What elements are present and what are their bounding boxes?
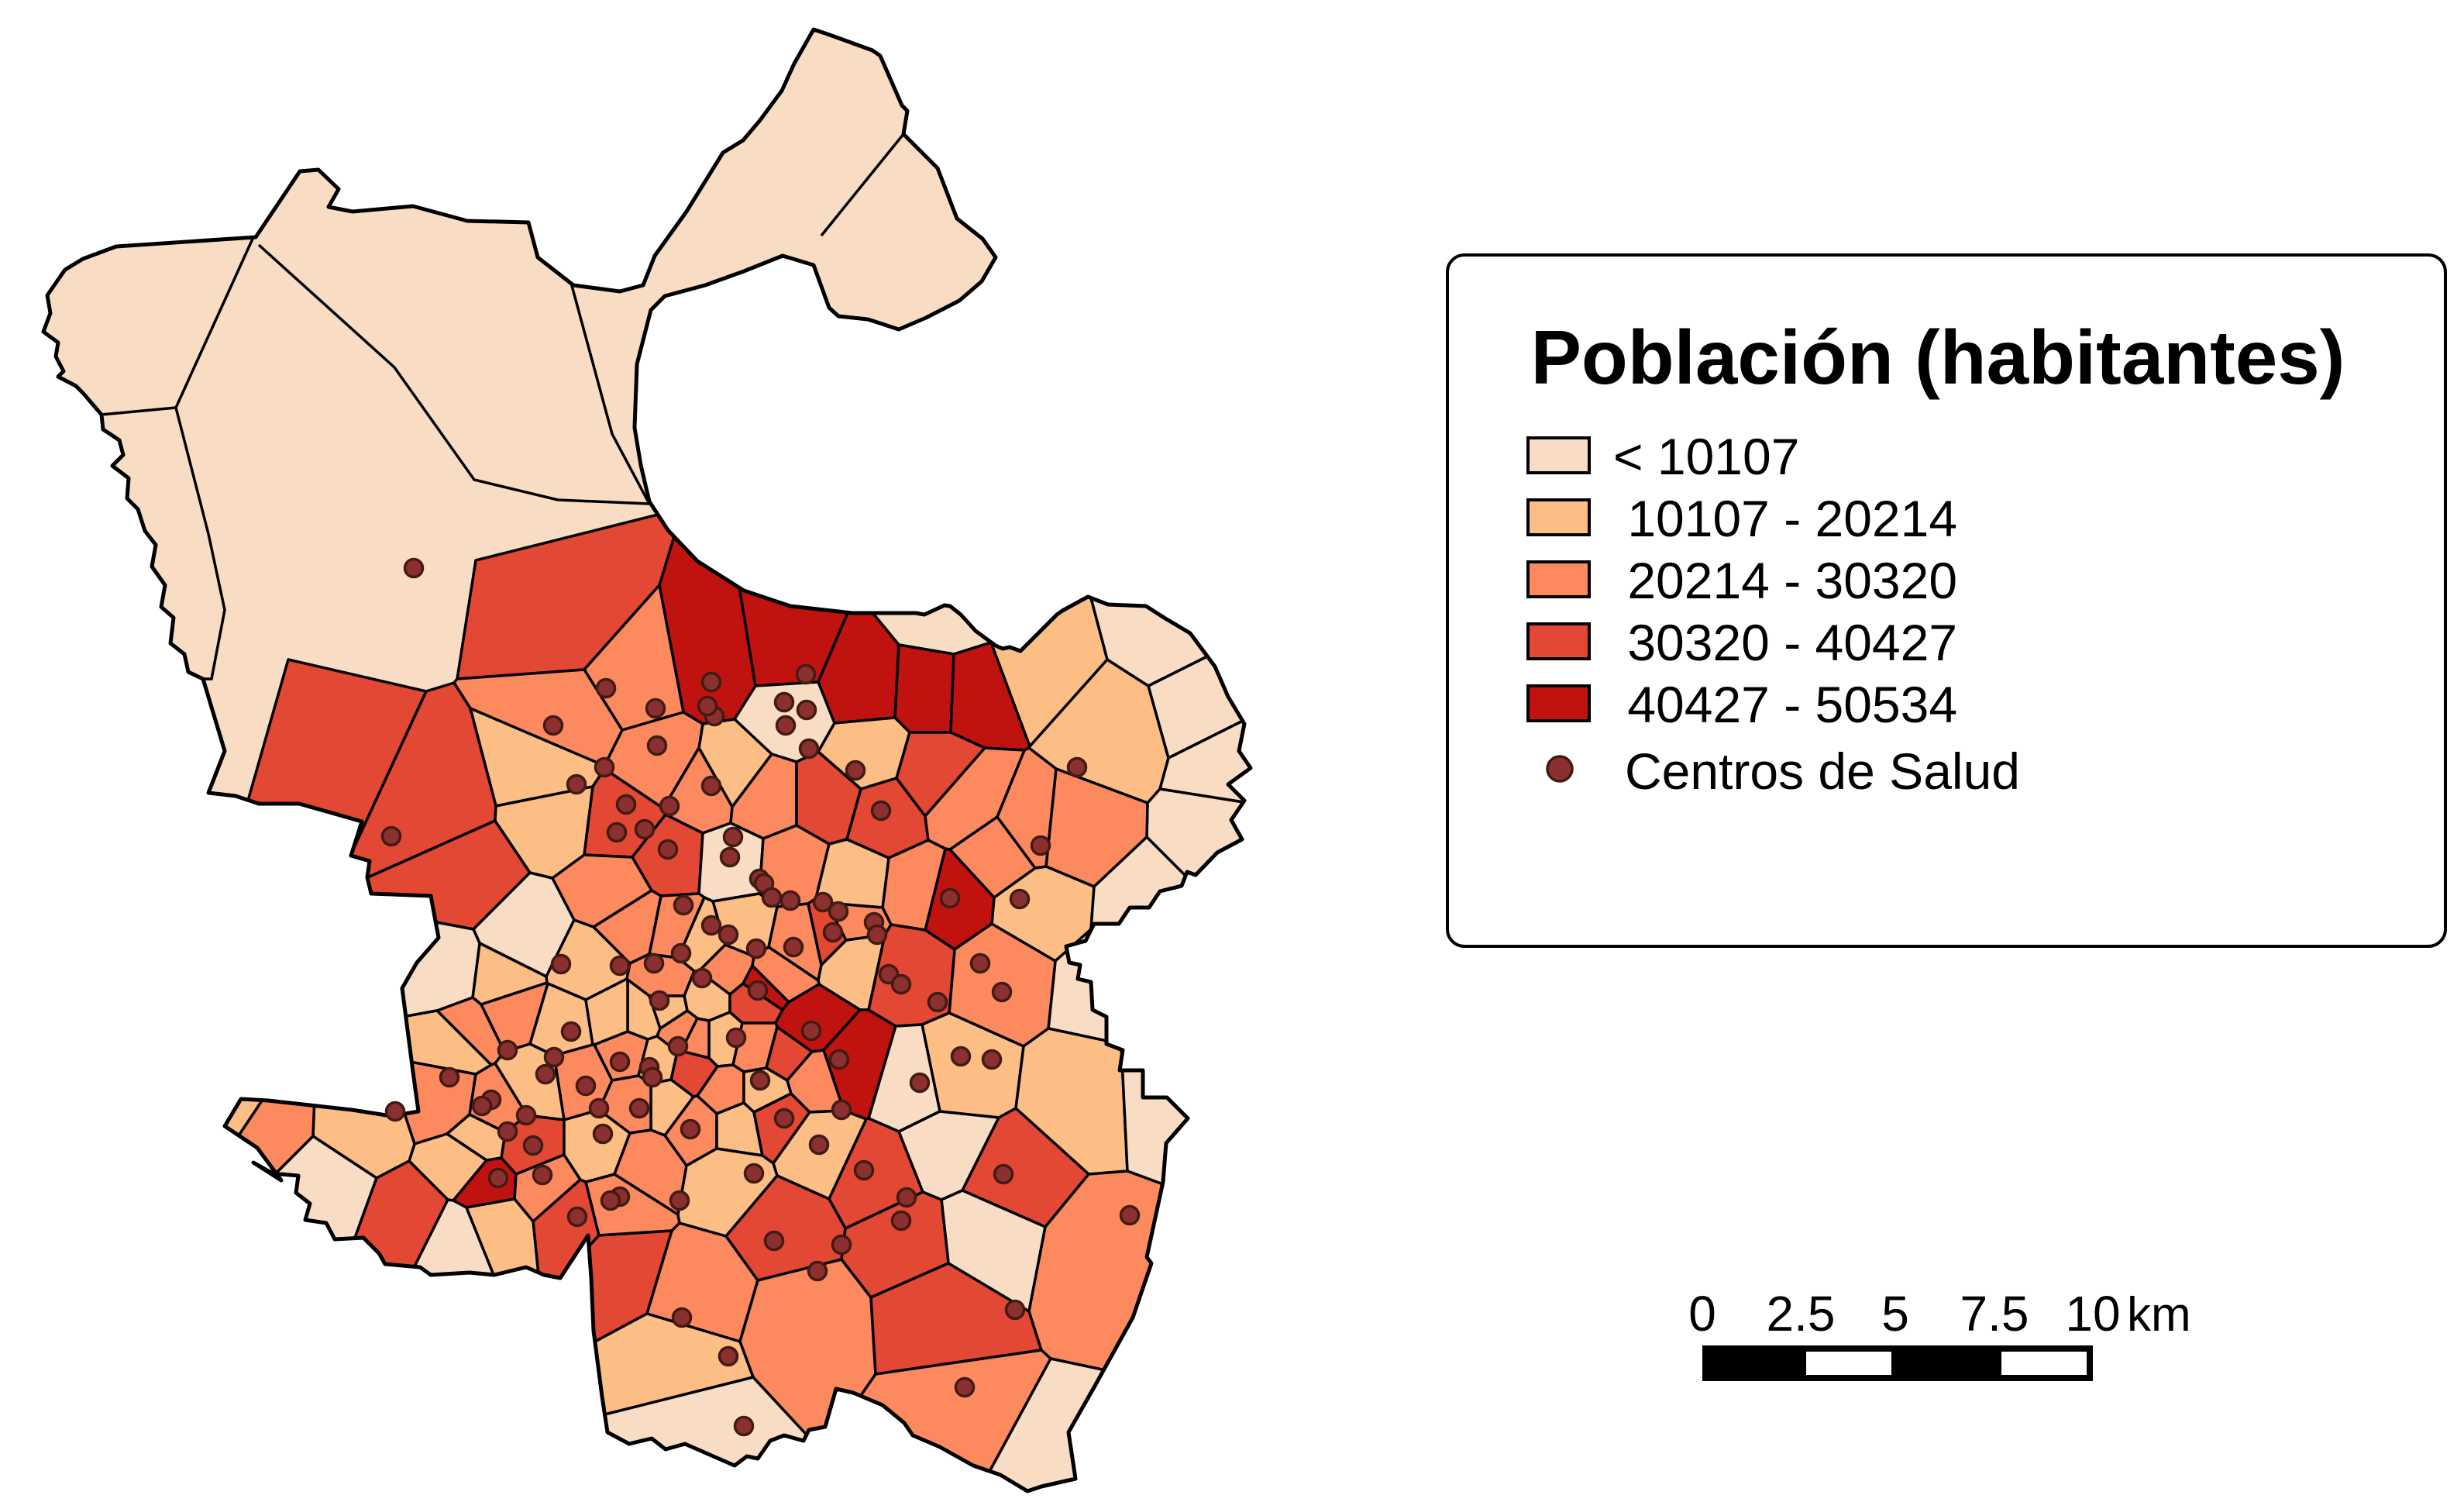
svg-text:5: 5 <box>1881 1286 1909 1342</box>
svg-text:2.5: 2.5 <box>1767 1286 1836 1342</box>
svg-text:0: 0 <box>1688 1286 1716 1342</box>
svg-text:7.5: 7.5 <box>1960 1286 2029 1342</box>
svg-text:10: 10 <box>2065 1286 2120 1342</box>
svg-text:km: km <box>2127 1288 2191 1342</box>
